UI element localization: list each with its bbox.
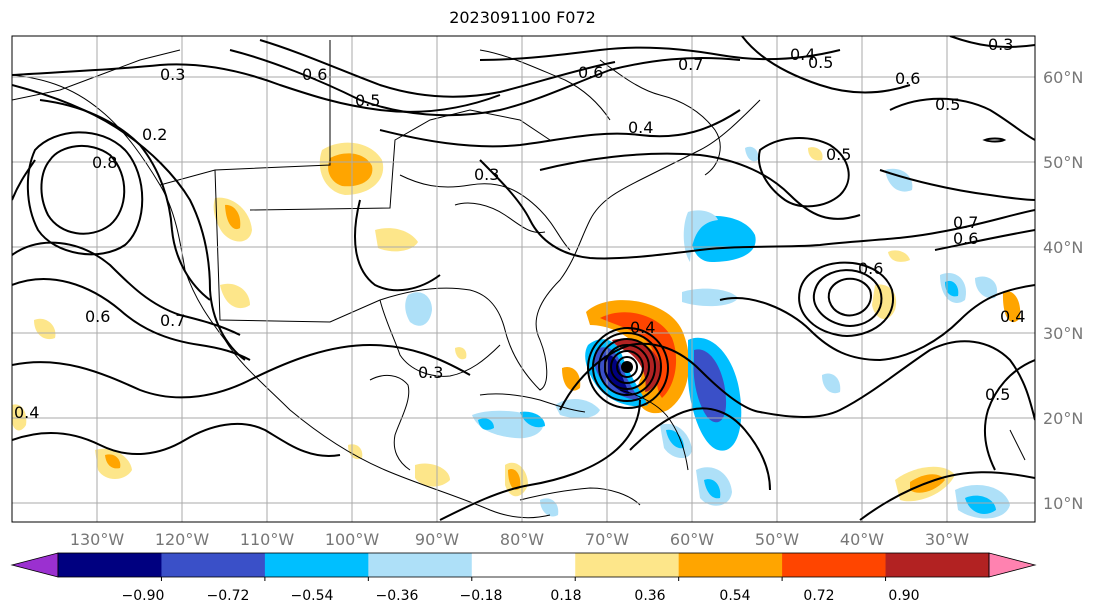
lat-label: 60°N xyxy=(1043,68,1083,87)
lon-label: 80°W xyxy=(500,530,544,549)
colorbar-segment xyxy=(885,553,990,577)
lat-label: 50°N xyxy=(1043,153,1083,172)
lon-label: 100°W xyxy=(325,530,380,549)
contour-label: 0.5 xyxy=(935,95,960,114)
contour-label: 0.6 xyxy=(578,63,603,82)
colorbar-segment xyxy=(368,553,473,577)
colorbar-tick-label: 0.18 xyxy=(550,588,581,604)
map-title: 2023091100 F072 xyxy=(449,8,596,27)
lon-label: 130°W xyxy=(70,530,125,549)
contour-label: 0.7 xyxy=(160,311,185,330)
lon-label: 60°W xyxy=(670,530,714,549)
contour-label: 0.4 xyxy=(630,318,655,337)
colorbar-segment xyxy=(575,553,680,577)
colorbar-segment xyxy=(161,553,266,577)
contour-label: 0.4 xyxy=(14,403,39,422)
colorbar-tick-label: −0.36 xyxy=(376,588,419,604)
contour-label: 0.4 xyxy=(628,118,653,137)
latitude-axis: 60°N 50°N 40°N 30°N 20°N 10°N xyxy=(1043,68,1083,513)
lat-label: 20°N xyxy=(1043,409,1083,428)
contour-label: 0.6 xyxy=(302,65,327,84)
contour-label-group: 0.3 0.6 0.5 0.7 0.4 0.2 0.8 0.3 0.6 0.7 … xyxy=(14,35,1025,422)
contour-label: 0.3 xyxy=(160,65,185,84)
colorbar-tick-label: 0.90 xyxy=(888,588,919,604)
colorbar-tick-label: −0.90 xyxy=(122,588,165,604)
colorbar-segment xyxy=(471,553,576,577)
colorbar-tick-label: 0.36 xyxy=(634,588,665,604)
colorbar xyxy=(10,552,1037,581)
colorbar-extend-low xyxy=(10,552,59,578)
lon-label: 40°W xyxy=(840,530,884,549)
lat-label: 40°N xyxy=(1043,238,1083,257)
storm-center xyxy=(621,361,633,373)
colorbar-segment xyxy=(782,553,887,577)
colorbar-tick-label: −0.18 xyxy=(460,588,503,604)
contour-label: 0.3 xyxy=(418,363,443,382)
contour-label: 0.3 xyxy=(474,165,499,184)
longitude-axis: 130°W 120°W 110°W 100°W 90°W 80°W 70°W 6… xyxy=(70,530,969,549)
colorbar-ticks: −0.90 −0.72 −0.54 −0.36 −0.18 0.18 0.36 … xyxy=(122,588,920,604)
contour-label: 0.5 xyxy=(826,145,851,164)
map-border xyxy=(11,35,1036,523)
contour-label: 0.7 xyxy=(953,213,978,232)
colorbar-tick-label: 0.54 xyxy=(719,588,750,604)
colorbar-segment xyxy=(264,553,369,577)
contour-label: 0.7 xyxy=(678,55,703,74)
lon-label: 30°W xyxy=(925,530,969,549)
lat-label: 10°N xyxy=(1043,494,1083,513)
lat-label: 30°N xyxy=(1043,324,1083,343)
lon-label: 110°W xyxy=(240,530,295,549)
contour-label: 0.6 xyxy=(953,229,978,248)
colorbar-tick-label: 0.72 xyxy=(803,588,834,604)
contour-label: 0.4 xyxy=(1000,307,1025,326)
contour-lines xyxy=(12,36,1035,521)
contour-label: 0.6 xyxy=(858,259,883,278)
colorbar-extend-high xyxy=(988,552,1037,578)
contour-label: 0.2 xyxy=(142,125,167,144)
colorbar-segment xyxy=(58,553,162,577)
graticule xyxy=(12,36,1035,522)
colorbar-tick-label: −0.54 xyxy=(291,588,334,604)
contour-label: 0.5 xyxy=(985,385,1010,404)
colorbar-tick-label: −0.72 xyxy=(207,588,250,604)
lon-label: 50°W xyxy=(755,530,799,549)
colorbar-border xyxy=(57,552,990,578)
contour-label: 0.5 xyxy=(355,91,380,110)
colorbar-segment xyxy=(678,553,783,577)
contour-label: 0.4 xyxy=(790,45,815,64)
contour-label: 0.6 xyxy=(85,307,110,326)
lon-label: 120°W xyxy=(155,530,210,549)
lon-label: 70°W xyxy=(585,530,629,549)
contour-label: 0.5 xyxy=(808,53,833,72)
contour-label: 0.8 xyxy=(92,153,117,172)
contour-label: 0.6 xyxy=(895,69,920,88)
contour-label: 0.3 xyxy=(988,35,1013,54)
lon-label: 90°W xyxy=(415,530,459,549)
